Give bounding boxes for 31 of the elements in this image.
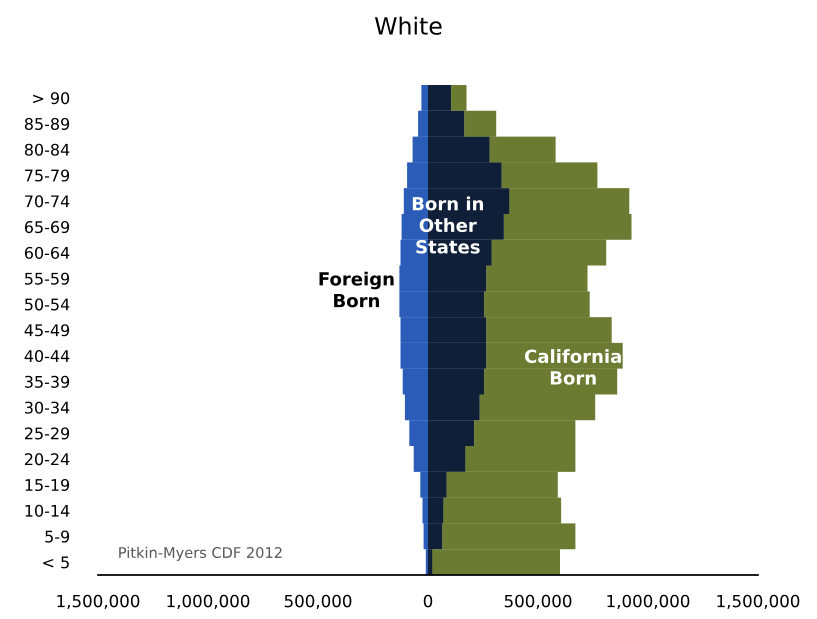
- y-tick-label: 75-79: [25, 169, 70, 182]
- series-label: Born in Other States: [412, 196, 484, 254]
- y-tick-label: 70-74: [25, 195, 70, 208]
- x-tick-label: 1,000,000: [607, 594, 690, 610]
- y-tick-label: < 5: [43, 556, 69, 568]
- y-tick-label: 35-39: [25, 376, 70, 388]
- y-tick-label: 30-34: [25, 402, 70, 414]
- x-tick-label: 1,500,000: [57, 594, 140, 610]
- annotation: Pitkin-Myers CDF 2012: [119, 546, 282, 561]
- y-tick-label: 10-14: [26, 504, 70, 517]
- y-tick-label: 50-54: [25, 298, 70, 311]
- series-label: Foreign Born: [320, 272, 394, 308]
- y-tick-label: 45-49: [24, 324, 70, 336]
- x-tick-label: 1,500,000: [717, 594, 800, 610]
- y-tick-label: 15-19: [26, 478, 70, 492]
- series-label: California Born: [524, 349, 621, 385]
- y-tick-label: 80-84: [24, 144, 70, 156]
- x-tick-label: 0: [424, 594, 432, 608]
- y-tick-label: 65-69: [24, 221, 70, 234]
- y-tick-label: 60-64: [24, 246, 70, 259]
- y-tick-label: 25-29: [24, 427, 70, 440]
- chart-title: White: [374, 16, 442, 35]
- y-tick-label: > 90: [33, 92, 70, 104]
- x-tick-label: 500,000: [284, 594, 352, 610]
- x-tick-label: 1,000,000: [167, 594, 250, 610]
- y-tick-label: 5-9: [45, 530, 70, 543]
- y-tick-label: 20-24: [24, 453, 70, 466]
- y-tick-label: 55-59: [25, 272, 70, 285]
- x-tick-label: 500,000: [504, 594, 572, 610]
- y-tick-label: 85-89: [24, 118, 70, 130]
- y-tick-label: 40-44: [24, 350, 70, 362]
